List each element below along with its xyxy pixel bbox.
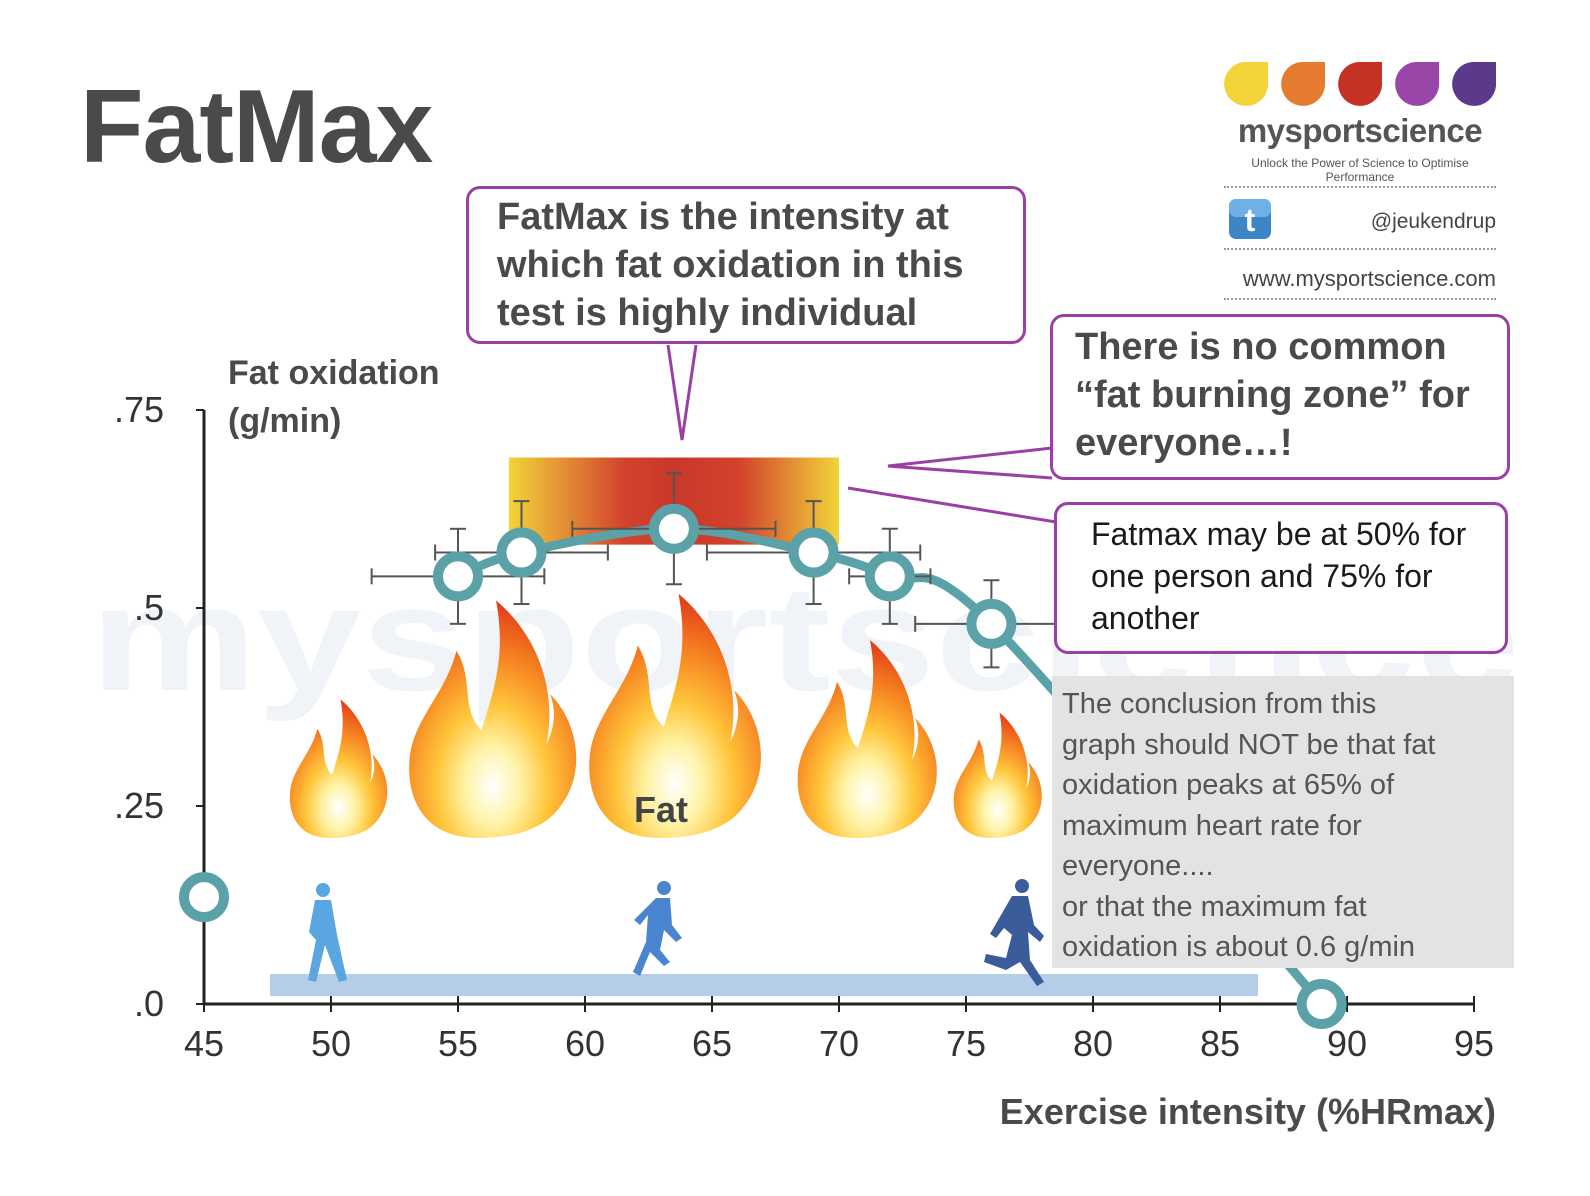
y-tick-label: .5: [134, 587, 164, 628]
divider: [1224, 248, 1496, 250]
y-axis-label-line1: Fat oxidation: [228, 354, 440, 392]
x-axis-label: Exercise intensity (%HRmax): [1000, 1091, 1496, 1132]
intensity-track: [270, 974, 1258, 996]
divider: [1224, 298, 1496, 300]
x-tick-label: 50: [311, 1023, 351, 1064]
note-line: maximum heart rate for: [1062, 809, 1362, 842]
x-tick-label: 45: [184, 1023, 224, 1064]
note-line: oxidation is about 0.6 g/min: [1062, 931, 1416, 963]
orange-drop-icon: [1281, 62, 1325, 106]
flame-icon: [797, 640, 937, 838]
note-line: everyone....: [1062, 850, 1214, 882]
jogger-icon: [633, 881, 682, 976]
svg-text:t: t: [1245, 202, 1256, 238]
axes: 45 50 55 60 65 70 75 80 85 90 95 .0 .25 .5 .75: [114, 389, 1494, 1064]
y-tick-label: .75: [114, 389, 164, 430]
data-point: [496, 527, 547, 578]
data-point: [966, 598, 1017, 649]
note-line: The conclusion from this: [1062, 688, 1377, 720]
twitter-icon[interactable]: t: [1228, 198, 1272, 240]
brand-dots: [1224, 62, 1496, 106]
callout-pointer: [887, 446, 1053, 480]
note-line: or that the maximum fat: [1062, 890, 1367, 923]
x-tick-label: 95: [1454, 1023, 1494, 1064]
purple-drop-icon: [1395, 62, 1439, 106]
callout-pointer: [847, 486, 1057, 524]
page-title: FatMax: [80, 69, 433, 185]
x-tick-label: 60: [565, 1023, 605, 1064]
violet-drop-icon: [1452, 62, 1496, 106]
yellow-drop-icon: [1224, 62, 1268, 106]
data-point: [179, 872, 229, 923]
twitter-handle[interactable]: @jeukendrup: [1370, 210, 1496, 233]
x-tick-label: 70: [819, 1023, 859, 1064]
y-axis-label-line2: (g/min): [228, 402, 341, 440]
x-tick-label: 80: [1073, 1023, 1113, 1064]
callout-no-fat-burning-zone: There is no common “fat burning zone” fo…: [1050, 314, 1510, 480]
fat-oxidation-series: [179, 472, 1347, 1029]
callout-pointer: [666, 344, 698, 441]
data-point: [433, 551, 483, 602]
flame-icon: [289, 699, 388, 838]
x-tick-label: 85: [1200, 1023, 1240, 1064]
website-link[interactable]: www.mysportscience.com: [1242, 266, 1496, 291]
flame-label: Fat: [634, 789, 688, 830]
flame-icon: [589, 593, 761, 838]
brand-block: mysportscience Unlock the Power of Scien…: [1224, 60, 1496, 300]
flame-icon: [953, 712, 1042, 838]
data-point: [788, 527, 839, 578]
note-line: graph should NOT be that fat: [1062, 728, 1436, 761]
conclusion-note: The conclusion from this graph should NO…: [1052, 676, 1514, 968]
brand-tagline: Unlock the Power of Science to Optimise …: [1251, 156, 1469, 184]
data-point: [1296, 979, 1347, 1029]
data-point: [864, 551, 915, 602]
x-tick-label: 55: [438, 1023, 478, 1064]
callout-fatmax-intensity: FatMax is the intensity at which fat oxi…: [466, 186, 1026, 344]
walker-icon: [308, 883, 347, 982]
y-tick-label: .0: [134, 983, 164, 1024]
flames-illustration: Fat: [289, 593, 1042, 838]
x-tick-label: 90: [1327, 1023, 1367, 1064]
divider: [1224, 186, 1496, 188]
brand-name: mysportscience: [1237, 112, 1483, 149]
runner-icon: [984, 879, 1044, 986]
note-line: oxidation peaks at 65% of: [1062, 769, 1395, 801]
flame-icon: [409, 600, 577, 838]
data-point: [648, 503, 699, 554]
x-tick-label: 65: [692, 1023, 732, 1064]
x-tick-label: 75: [946, 1023, 986, 1064]
callout-fatmax-50-75: Fatmax may be at 50% for one person and …: [1054, 502, 1508, 654]
y-tick-label: .25: [114, 785, 164, 826]
red-drop-icon: [1338, 62, 1382, 106]
